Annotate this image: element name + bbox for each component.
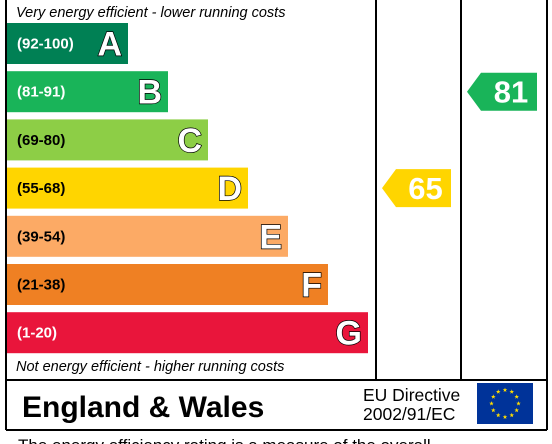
band-bar <box>7 23 128 64</box>
band-letter: F <box>301 267 322 305</box>
footnote-text: The energy efficiency rating is a measur… <box>18 436 431 444</box>
star-icon <box>509 412 515 418</box>
band-range-label: (69-80) <box>17 132 65 149</box>
potential-rating-marker <box>467 72 537 111</box>
eu-flag-icon <box>477 383 533 424</box>
band-e: (39-54) E <box>7 215 288 257</box>
band-range-label: (55-68) <box>17 180 65 197</box>
band-letter: D <box>217 170 242 208</box>
star-icon <box>495 389 501 394</box>
band-g: (1-20) G <box>7 312 368 353</box>
band-range-label: (1-20) <box>17 325 57 342</box>
band-letter: G <box>336 315 362 353</box>
star-icon <box>491 394 496 399</box>
star-icon <box>514 394 519 399</box>
directive-line-2: 2002/91/EC <box>363 404 455 424</box>
rating-bands: (92-100) A (81-91) B (69-80) C (55-68) D (39-54)… <box>7 23 368 353</box>
band-bar <box>7 264 328 305</box>
band-range-label: (39-54) <box>17 228 65 245</box>
band-c: (69-80) C <box>7 119 208 161</box>
band-f: (21-38) F <box>7 264 328 305</box>
star-icon <box>489 401 494 406</box>
current-rating-value: 65 <box>408 171 442 206</box>
potential-rating-arrow: 81 <box>467 72 537 111</box>
band-bar <box>7 71 168 113</box>
star-icon <box>514 407 519 413</box>
star-icon <box>502 387 508 392</box>
band-bar <box>7 167 248 209</box>
chart-frame <box>5 0 548 431</box>
current-rating-arrow: 65 <box>382 169 451 208</box>
band-letter: C <box>177 122 202 160</box>
star-icon <box>495 412 501 418</box>
region-title: England & Wales <box>22 391 264 424</box>
band-b: (81-91) B <box>7 71 168 112</box>
bottom-caption: Not energy efficient - higher running co… <box>16 359 284 375</box>
current-rating-marker <box>382 169 451 208</box>
star-icon <box>509 389 515 394</box>
band-a: (92-100) A <box>7 23 128 64</box>
band-bar <box>7 215 288 257</box>
directive-line-1: EU Directive <box>363 385 460 405</box>
band-range-label: (21-38) <box>17 277 65 294</box>
potential-rating-value: 81 <box>494 75 528 110</box>
star-icon <box>491 407 496 413</box>
band-d: (55-68) D <box>7 167 248 209</box>
band-range-label: (92-100) <box>17 36 74 53</box>
band-range-label: (81-91) <box>17 84 65 101</box>
band-letter: A <box>97 26 122 64</box>
band-letter: B <box>137 74 162 112</box>
star-icon <box>502 414 508 419</box>
star-icon <box>516 401 521 406</box>
rating-arrows: 65 81 <box>382 72 537 208</box>
top-caption: Very energy efficient - lower running co… <box>16 5 285 21</box>
band-bar <box>7 119 208 161</box>
band-letter: E <box>259 218 282 256</box>
band-bar <box>7 312 368 354</box>
